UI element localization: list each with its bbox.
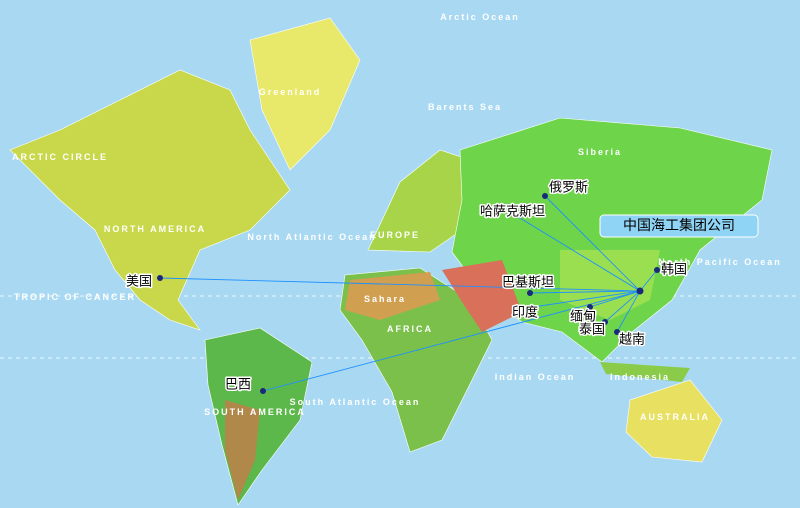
geo-label: Sahara [364,294,406,304]
destination-label: 巴基斯坦 [502,276,554,291]
greenland [249,17,361,171]
route-line [616,290,641,333]
route-line [639,269,658,292]
route-line [509,211,641,292]
destination-label: 巴西 [225,378,251,393]
destination-label: 俄罗斯 [549,181,588,196]
city-dot [517,306,523,312]
geo-labels: Arctic Ocean Greenland NORTH AMERICA ARCTIC… [12,12,782,422]
south-america-south [225,400,260,500]
city-dot [654,267,660,273]
geo-label: AFRICA [387,324,433,334]
china [560,250,660,320]
geo-label: ARCTIC CIRCLE [12,152,108,162]
geo-label: TROPIC OF CANCER [14,292,136,302]
geo-label: Indian Ocean [495,372,576,382]
destination-label: 哈萨克斯坦 [480,205,545,220]
hub-label: 中国海工集团公司 [623,217,735,234]
route-line [519,290,641,310]
route-line [589,290,641,308]
middle-east [442,260,522,332]
geo-label: EUROPE [370,230,420,240]
city-dot [507,209,513,215]
city-dot [260,388,266,394]
geo-label: NORTH AMERICA [104,224,206,234]
route-line [544,195,641,292]
destination-label: 泰国 [579,323,605,338]
city-dot [602,319,608,325]
asia [451,117,773,363]
geo-label: North Atlantic Ocean [247,232,376,242]
geo-label: Arctic Ocean [440,12,520,22]
city-dot [157,275,163,281]
geo-label: SOUTH AMERICA [204,407,306,417]
destination-label: 美国 [126,275,152,290]
destination-label: 缅甸 [570,310,596,325]
hub-label-box [599,214,759,238]
city-dot [614,329,620,335]
city-dot [527,290,533,296]
route-line [604,290,641,323]
geo-label: Indonesia [610,372,670,382]
destination-label: 越南 [619,332,645,348]
city-dot [542,193,548,199]
geo-label: AUSTRALIA [640,412,710,422]
geo-label: Barents Sea [428,102,502,112]
geo-label: North Pacific Ocean [658,257,782,267]
australia [625,379,723,463]
route-line [262,290,641,392]
north-america [9,69,291,331]
hub-dot [636,287,644,295]
geo-label: Siberia [578,147,622,157]
indonesia [600,362,690,382]
geo-label: South Atlantic Ocean [290,397,421,407]
geo-label: Greenland [259,87,322,97]
destination-label: 印度 [512,305,538,321]
city-dot [587,304,593,310]
destination-label: 韩国 [661,263,687,278]
route-line [159,277,641,292]
route-line [529,290,641,294]
